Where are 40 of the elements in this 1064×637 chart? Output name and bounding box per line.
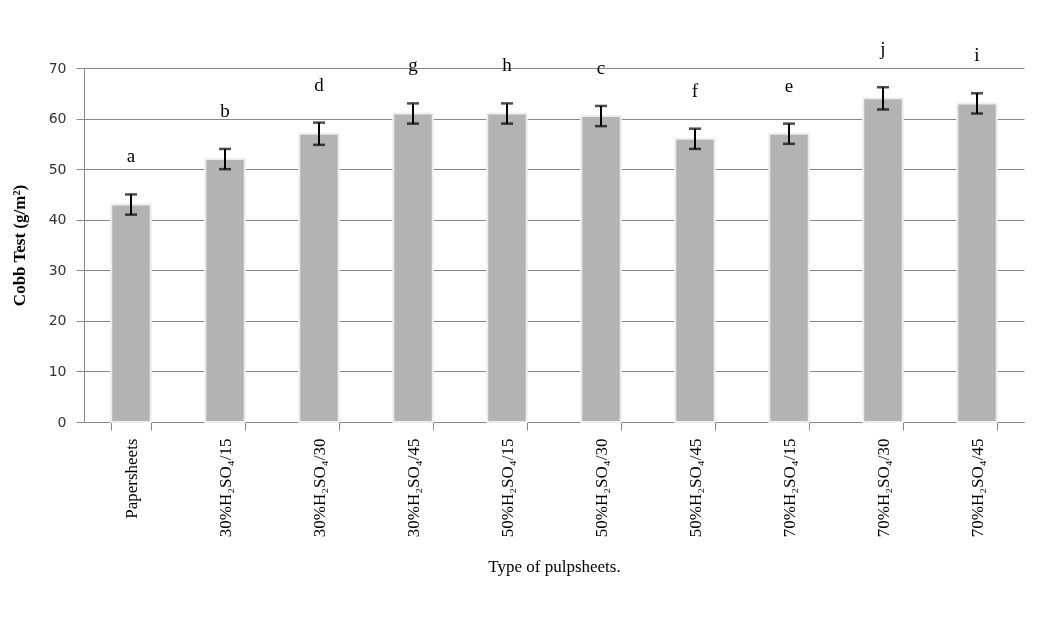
- x-tick-label: 70%H₂SO₄/15: [779, 438, 799, 538]
- x-tick-label: Papersheets: [121, 438, 141, 519]
- y-tick-label: 40: [48, 211, 67, 228]
- x-tick-label: 70%H₂SO₄/45: [967, 438, 987, 538]
- bar: [298, 132, 340, 423]
- y-tick-label: 30: [48, 261, 67, 278]
- y-tick-label: 70: [48, 59, 67, 76]
- x-tick-label: 50%H₂SO₄/45: [685, 438, 705, 538]
- bar: [110, 203, 152, 423]
- bar: [204, 158, 246, 423]
- x-tick-label: 30%H₂SO₄/30: [309, 438, 329, 538]
- annotation: h: [502, 54, 513, 76]
- annotation: a: [126, 145, 136, 167]
- annotation: d: [314, 73, 325, 95]
- x-tick-label: 70%H₂SO₄/30: [873, 438, 893, 538]
- annotation: f: [691, 79, 699, 101]
- bar: [580, 115, 622, 423]
- x-tick-label: 50%H₂SO₄/15: [497, 438, 517, 538]
- y-tick-label: 50: [48, 160, 67, 177]
- annotation: c: [596, 56, 606, 78]
- x-tick-label: 30%H₂SO₄/15: [215, 438, 235, 538]
- x-axis-title: Type of pulpsheets.: [488, 557, 621, 577]
- bar: [392, 112, 434, 423]
- y-tick-label: 60: [48, 110, 67, 127]
- annotation: b: [220, 99, 230, 121]
- bar: [862, 97, 904, 423]
- bar: [674, 137, 716, 423]
- annotation: e: [784, 74, 794, 96]
- y-tick-label: 10: [48, 362, 67, 379]
- y-tick-label: 20: [48, 312, 67, 329]
- y-tick-label: 0: [57, 413, 67, 430]
- bar: [768, 132, 810, 423]
- x-tick-label: 30%H₂SO₄/45: [403, 438, 423, 538]
- text: j: [879, 38, 886, 60]
- bar: [486, 112, 528, 423]
- bar: [956, 102, 998, 423]
- x-tick-label: 50%H₂SO₄/30: [591, 438, 611, 538]
- y-axis-title: Cobb Test (g/m²): [9, 184, 29, 307]
- annotation: g: [408, 54, 419, 76]
- text: i: [974, 44, 980, 66]
